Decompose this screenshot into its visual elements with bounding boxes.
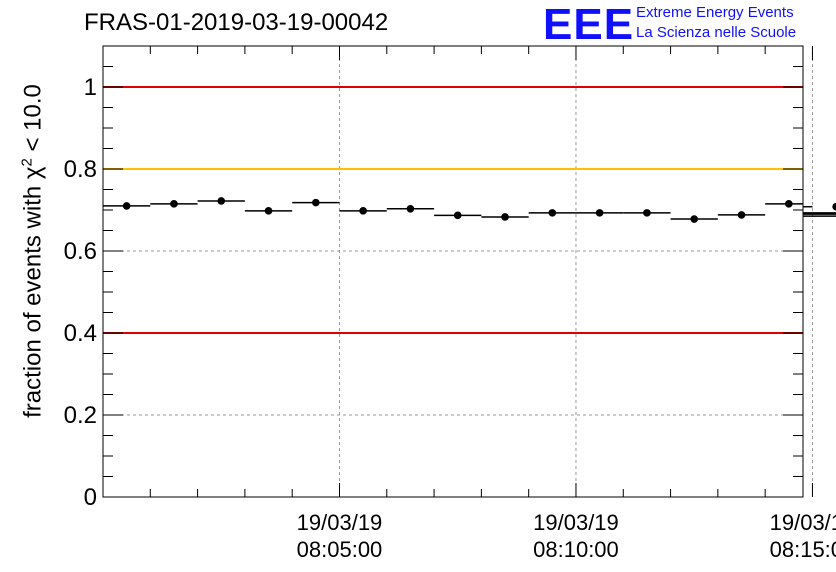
- data-point: [359, 207, 367, 215]
- data-point: [122, 202, 131, 210]
- data-point: [453, 211, 462, 220]
- y-axis-label-symbol: χ: [19, 166, 47, 180]
- y-tick-label: 1: [84, 74, 97, 101]
- logo-caption-line2: La Scienza nelle Scuole: [636, 24, 797, 41]
- tick-labels: 00.20.40.60.8119/03/1908:05:0019/03/1908…: [64, 74, 836, 562]
- x-tick-label-time: 08:15:00: [770, 537, 836, 562]
- data-point: [595, 209, 604, 217]
- x-tick-label-date: 19/03/19: [770, 510, 836, 535]
- data-point: [217, 197, 226, 205]
- plot-frame: [102, 45, 804, 498]
- data-point: [690, 215, 699, 223]
- eee-logo: EEE: [543, 0, 635, 49]
- data-point: [406, 204, 415, 213]
- y-tick-label: 0.2: [64, 402, 97, 429]
- run-title: FRAS-01-2019-03-19-00042: [84, 9, 389, 36]
- y-tick-label: 0.8: [64, 156, 97, 183]
- logo-caption-line1: Extreme Energy Events: [636, 4, 794, 21]
- x-tick-label-date: 19/03/19: [297, 510, 383, 535]
- x-tick-label-time: 08:10:00: [533, 537, 619, 562]
- grid-layer: [103, 46, 813, 498]
- y-tick-label: 0: [84, 484, 97, 511]
- y-axis-label-suffix: < 10.0: [19, 84, 47, 159]
- y-axis-label: fraction of events with χ2 < 10.0: [19, 84, 48, 418]
- x-tick-label-date: 19/03/19: [533, 510, 619, 535]
- data-point: [170, 200, 178, 208]
- data-point: [501, 213, 509, 221]
- reference-lines: [103, 86, 803, 334]
- data-point: [312, 198, 320, 207]
- y-axis-label-exponent: 2: [18, 158, 36, 167]
- y-tick-label: 0.4: [64, 320, 97, 347]
- data-point: [832, 202, 836, 211]
- data-series: [103, 197, 836, 223]
- y-axis-label-prefix: fraction of events with: [19, 179, 47, 418]
- data-point: [643, 209, 651, 217]
- axis-ticks: [103, 46, 813, 498]
- x-tick-label-time: 08:05:00: [297, 537, 383, 562]
- y-tick-label: 0.6: [64, 238, 97, 265]
- data-point: [785, 200, 793, 208]
- data-point: [548, 209, 557, 217]
- data-point: [737, 211, 746, 219]
- data-point: [264, 207, 273, 215]
